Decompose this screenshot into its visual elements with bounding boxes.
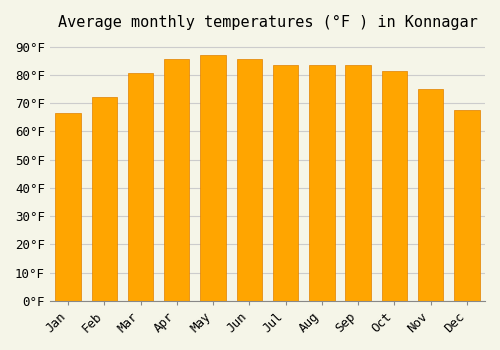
Bar [92, 97, 117, 301]
Bar [56, 113, 80, 301]
Bar [164, 59, 190, 301]
Bar [236, 59, 262, 301]
Bar [273, 65, 298, 301]
Bar [128, 74, 153, 301]
Bar [309, 65, 334, 301]
Title: Average monthly temperatures (°F ) in Konnagar: Average monthly temperatures (°F ) in Ko… [58, 15, 478, 30]
Bar [346, 65, 371, 301]
Bar [418, 89, 444, 301]
Bar [382, 71, 407, 301]
Bar [454, 110, 479, 301]
Bar [200, 55, 226, 301]
